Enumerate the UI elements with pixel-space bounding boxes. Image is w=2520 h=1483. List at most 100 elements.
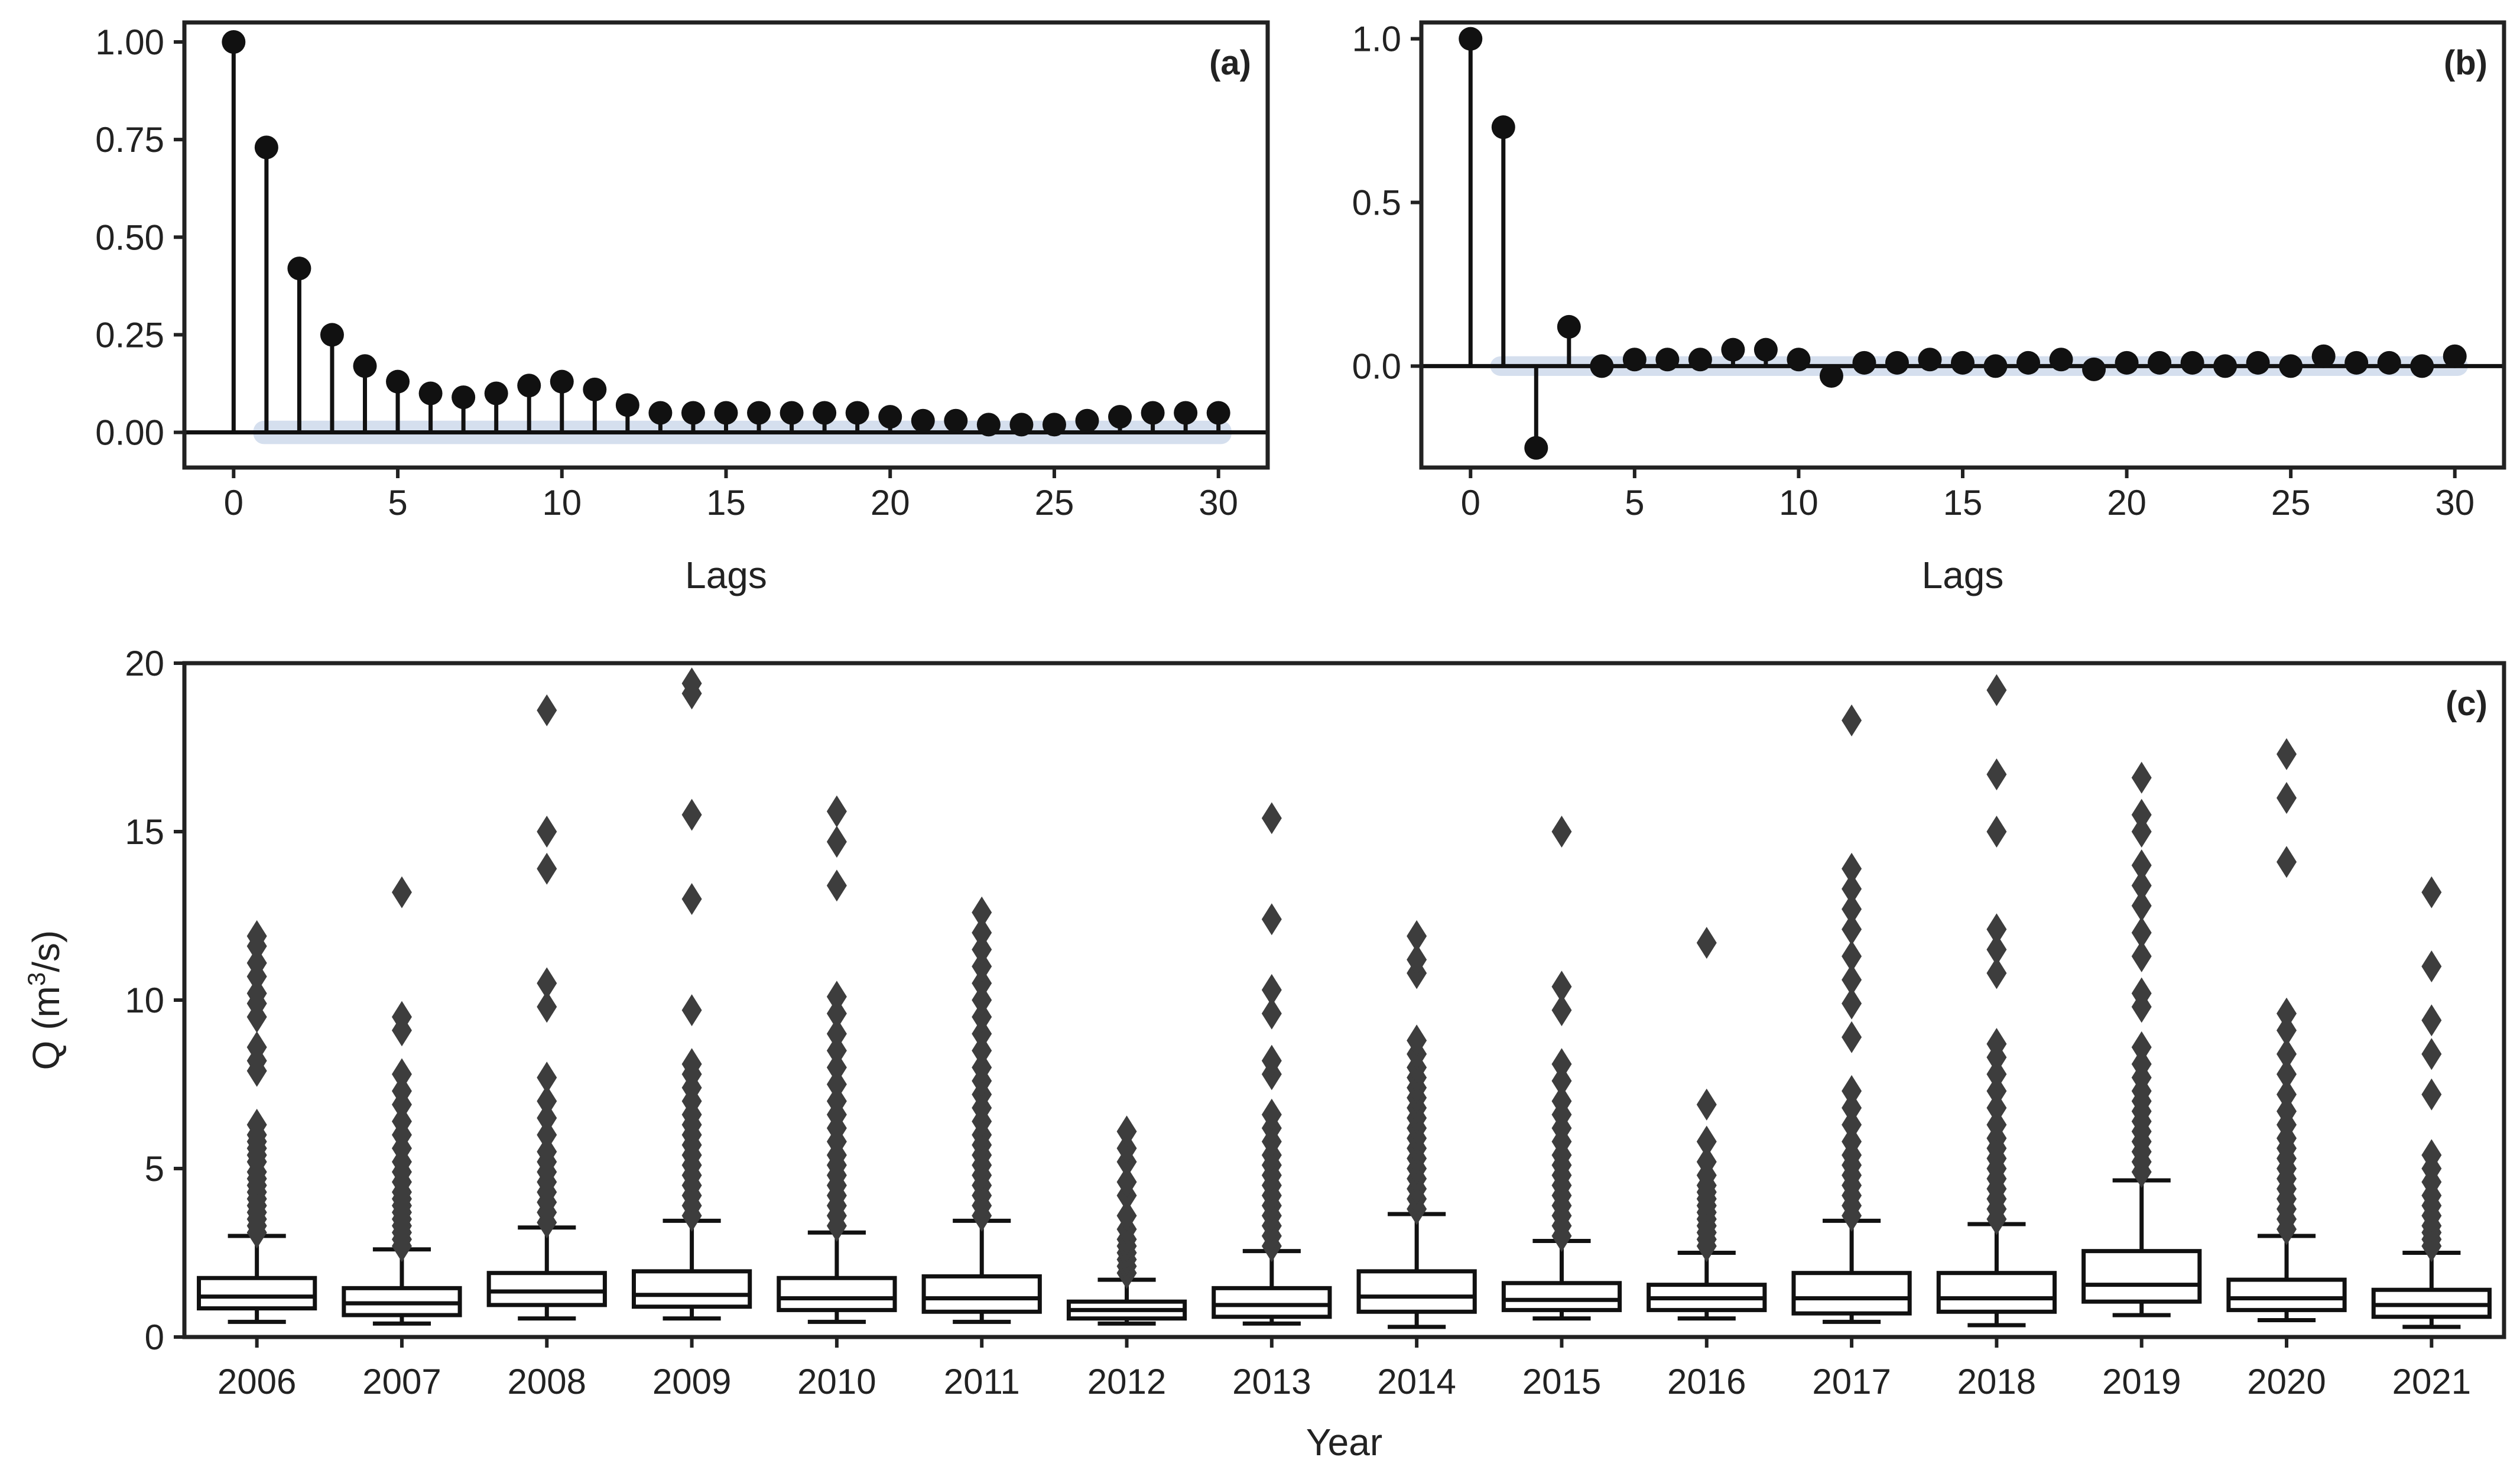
panel-label: (b) bbox=[2444, 44, 2487, 82]
y-tick-label: 0.25 bbox=[95, 315, 164, 355]
x-tick-label: 2020 bbox=[2247, 1362, 2326, 1401]
y-tick-label: 15 bbox=[125, 812, 164, 852]
stem-marker-lag-9 bbox=[517, 374, 541, 398]
outlier-2020 bbox=[2277, 738, 2297, 770]
x-ticks: 2006 2007 2008 2009 2010 2011 2012 2013 2014 2015… bbox=[217, 1337, 2471, 1401]
stem-series bbox=[1459, 27, 2467, 460]
box-2019 bbox=[2081, 1249, 2202, 1304]
stem-marker-lag-0 bbox=[222, 30, 246, 54]
plot-frame bbox=[182, 20, 1270, 470]
x-tick-label: 15 bbox=[1943, 483, 1983, 523]
x-tick-label: 10 bbox=[542, 483, 582, 523]
outlier-2015 bbox=[1551, 1048, 1572, 1080]
y-tick-label: 0.00 bbox=[95, 413, 164, 453]
plot-frame bbox=[1419, 20, 2506, 470]
box-series bbox=[197, 667, 2492, 1329]
outlier-2007 bbox=[391, 1058, 412, 1091]
x-tick-label: 2006 bbox=[217, 1362, 296, 1401]
stem-marker-lag-11 bbox=[1819, 364, 1843, 388]
box-2020 bbox=[2226, 1277, 2347, 1312]
stem-marker-lag-15 bbox=[1951, 351, 1975, 375]
panel-label: (c) bbox=[2446, 684, 2487, 723]
stem-marker-lag-20 bbox=[2115, 351, 2139, 375]
stem-marker-lag-24 bbox=[2246, 351, 2270, 375]
x-tick-label: 2018 bbox=[1957, 1362, 2036, 1401]
box-2015 bbox=[1501, 1281, 1622, 1312]
outlier-2010 bbox=[826, 869, 847, 902]
outlier-2006 bbox=[246, 1108, 267, 1141]
stem-marker-lag-2 bbox=[1524, 436, 1548, 460]
x-tick-label: 30 bbox=[2435, 483, 2474, 523]
outlier-2020 bbox=[2277, 1014, 2297, 1047]
outlier-2019 bbox=[2131, 816, 2152, 848]
outlier-2017 bbox=[1842, 872, 1862, 905]
y-tick-label: 0.50 bbox=[95, 218, 164, 257]
x-tick-label: 15 bbox=[706, 483, 746, 523]
stem-marker-lag-5 bbox=[1622, 348, 1647, 372]
stem-marker-lag-13 bbox=[1885, 351, 1909, 375]
stem-marker-lag-16 bbox=[1983, 354, 2008, 378]
outlier-2016 bbox=[1696, 1125, 1717, 1158]
stem-marker-lag-1 bbox=[1491, 115, 1515, 139]
y-axis-label: Q (m3/s) bbox=[22, 930, 67, 1070]
stem-marker-lag-17 bbox=[2016, 351, 2041, 375]
stem-marker-lag-26 bbox=[1075, 408, 1099, 433]
x-tick-label: 30 bbox=[1199, 483, 1238, 523]
outlier-2020 bbox=[2277, 1095, 2297, 1128]
outlier-2018 bbox=[1986, 1075, 2007, 1107]
x-tick-label: 2014 bbox=[1377, 1362, 1456, 1401]
outlier-2010 bbox=[826, 795, 847, 828]
stem-marker-lag-3 bbox=[1557, 314, 1581, 339]
outlier-2018 bbox=[1986, 1058, 2007, 1091]
stem-marker-lag-3 bbox=[320, 323, 344, 347]
outlier-2007 bbox=[391, 1001, 412, 1033]
x-tick-label: 2015 bbox=[1522, 1362, 1601, 1401]
outlier-2011 bbox=[972, 1001, 992, 1033]
x-tick-label: 2011 bbox=[944, 1362, 1020, 1401]
y-axis-label-prefix: Q (m bbox=[25, 986, 67, 1070]
stem-marker-lag-27 bbox=[2344, 351, 2369, 375]
x-tick-label: 2017 bbox=[1812, 1362, 1891, 1401]
stem-marker-lag-22 bbox=[944, 408, 968, 433]
outlier-2007 bbox=[391, 876, 412, 908]
outlier-2013 bbox=[1261, 1044, 1282, 1077]
outlier-2013 bbox=[1261, 997, 1282, 1030]
outlier-2008 bbox=[537, 1085, 557, 1117]
stem-marker-lag-18 bbox=[813, 401, 837, 425]
outlier-2011 bbox=[972, 917, 992, 949]
x-axis-label: Year bbox=[1306, 1421, 1382, 1463]
pacf-panel: 0 5 10 15 20 25 30 0.0 0.5 1.0 Lags (b) bbox=[1352, 20, 2506, 596]
outlier-2019 bbox=[2131, 761, 2152, 794]
outlier-2019 bbox=[2131, 890, 2152, 922]
stem-marker-lag-11 bbox=[583, 377, 607, 401]
outlier-2017 bbox=[1842, 1125, 1862, 1158]
outlier-2009 bbox=[681, 667, 702, 700]
outlier-2012 bbox=[1116, 1115, 1137, 1148]
outlier-2010 bbox=[826, 1034, 847, 1067]
stem-marker-lag-17 bbox=[780, 401, 804, 425]
stem-marker-lag-30 bbox=[1206, 401, 1230, 425]
outlier-2006 bbox=[246, 947, 267, 979]
stem-marker-lag-7 bbox=[1688, 348, 1712, 372]
outlier-2021 bbox=[2421, 950, 2442, 982]
outlier-2017 bbox=[1842, 987, 1862, 1020]
outlier-2015 bbox=[1551, 994, 1572, 1027]
outlier-2011 bbox=[972, 1034, 992, 1067]
stem-marker-lag-9 bbox=[1753, 338, 1778, 362]
outlier-2021 bbox=[2421, 876, 2442, 908]
outlier-2019 bbox=[2131, 977, 2152, 1010]
outlier-2019 bbox=[2131, 1048, 2152, 1080]
box-2011 bbox=[921, 1274, 1042, 1314]
x-ticks: 0 5 10 15 20 25 30 bbox=[1461, 468, 2474, 523]
outlier-2017 bbox=[1842, 1075, 1862, 1107]
box-2008 bbox=[486, 1271, 607, 1307]
outlier-2008 bbox=[537, 1062, 557, 1094]
x-tick-label: 20 bbox=[871, 483, 910, 523]
outlier-2011 bbox=[972, 950, 992, 982]
y-axis-label-superscript: 3 bbox=[22, 972, 50, 986]
outlier-2009 bbox=[681, 799, 702, 831]
outlier-2010 bbox=[826, 1052, 847, 1083]
box-2013 bbox=[1212, 1286, 1332, 1319]
x-tick-label: 10 bbox=[1779, 483, 1818, 523]
